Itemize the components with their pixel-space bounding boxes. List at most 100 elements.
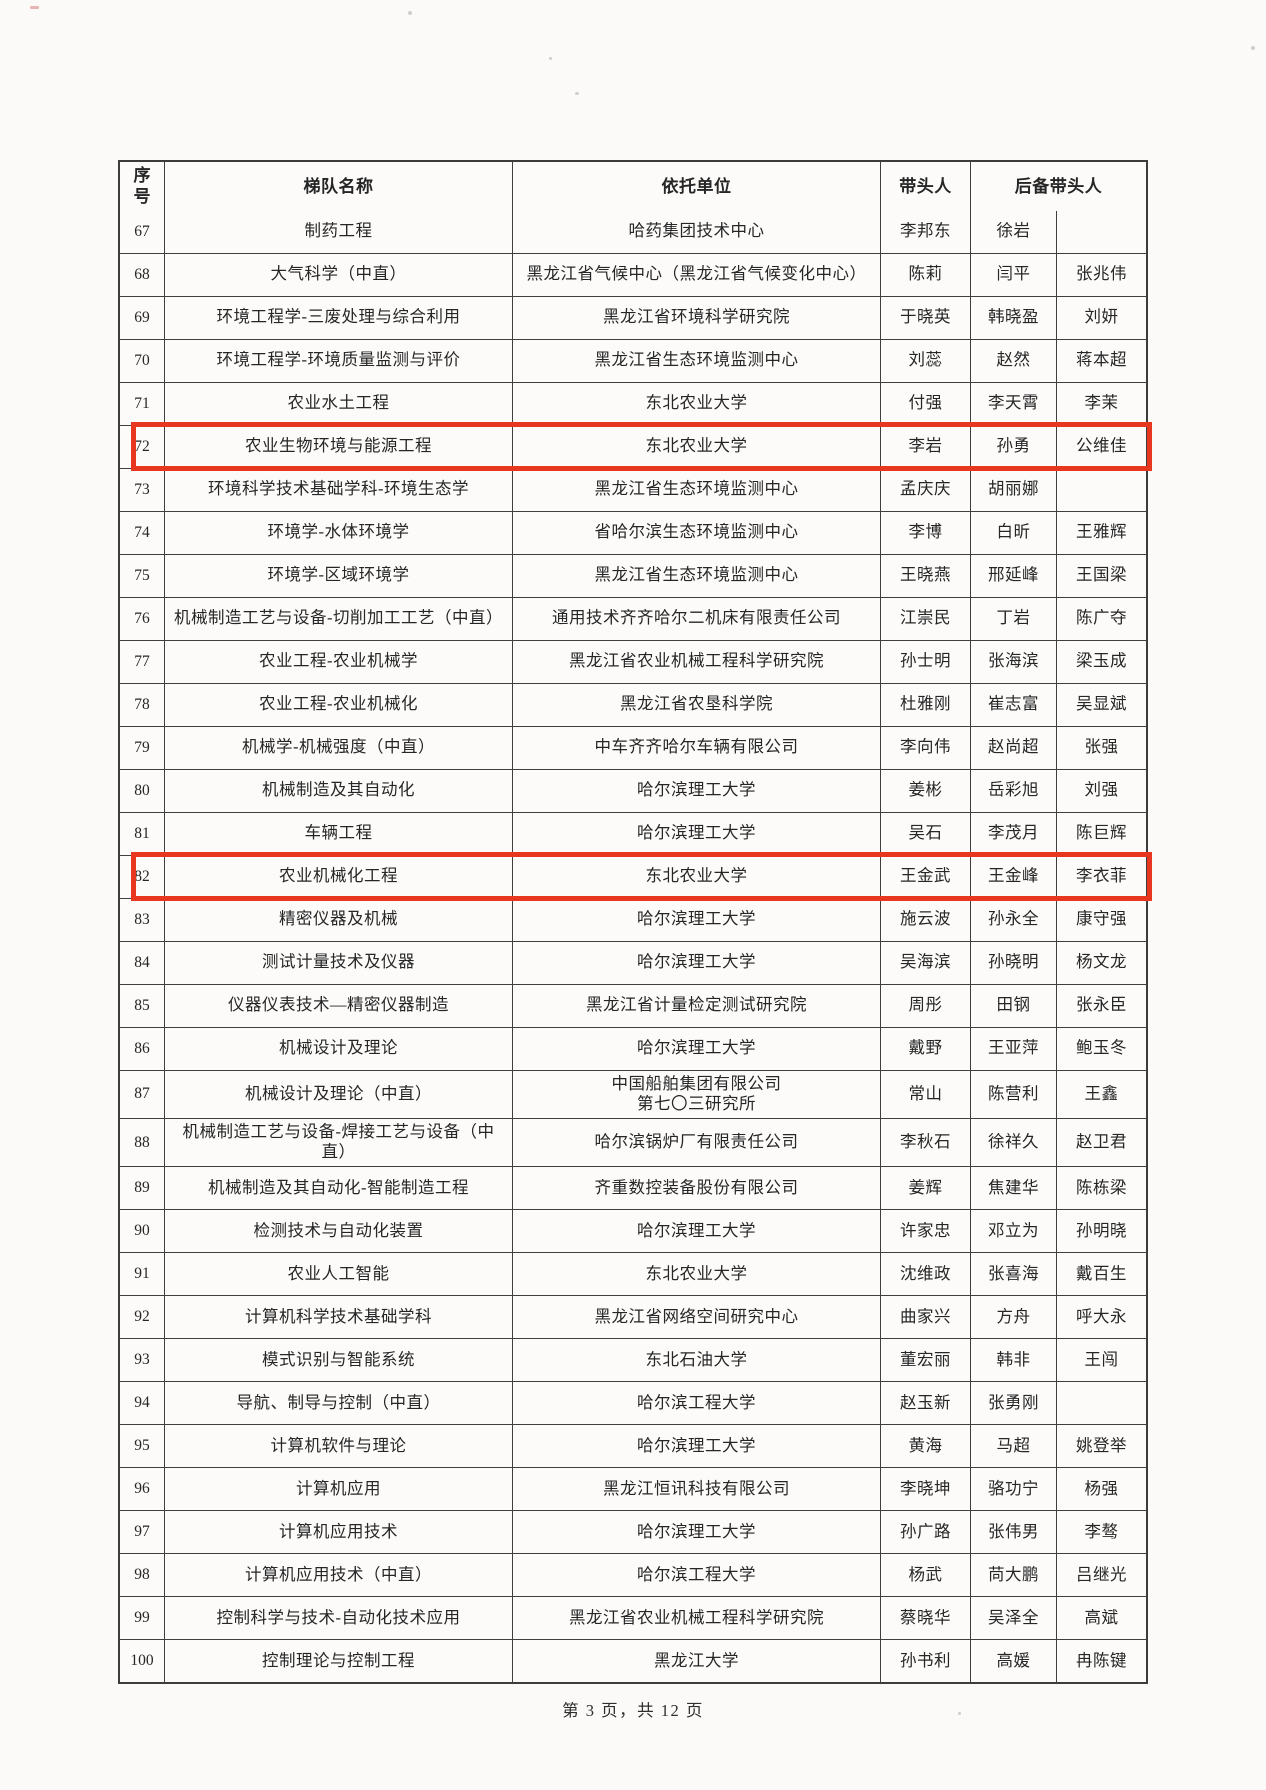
row-serial-number: 77: [134, 652, 150, 670]
backup-leader-1: 方舟: [970, 1296, 1056, 1338]
row-serial-number: 76: [134, 609, 150, 627]
backup-leader-2: 鲍玉冬: [1056, 1027, 1146, 1070]
supporting-unit: 哈尔滨理工大学: [512, 1027, 880, 1070]
backup-leader-1: 孙晓明: [970, 941, 1056, 984]
leader-name: 孟庆庆: [880, 468, 970, 511]
table-row: 79 机械学-机械强度（中直） 中车齐齐哈尔车辆有限公司 李向伟 赵尚超 张强: [120, 725, 1146, 769]
row-serial-number: 86: [134, 1039, 150, 1057]
table-row: 75 环境学-区域环境学 黑龙江省生态环境监测中心 王晓燕 邢延峰 王国梁: [120, 553, 1146, 597]
backup-leader-1: 徐岩: [970, 210, 1056, 253]
echelon-name: 机械设计及理论（中直）: [164, 1070, 512, 1118]
leader-name: 江崇民: [880, 597, 970, 640]
backup-leader-1: 邓立为: [970, 1210, 1056, 1252]
backup-leader-1: 高媛: [970, 1640, 1056, 1682]
row-serial-number: 87: [134, 1085, 150, 1103]
row-serial-number: 89: [134, 1179, 150, 1197]
table-row: 91 农业人工智能 东北农业大学 沈维政 张喜海 戴百生: [120, 1252, 1146, 1295]
table-header-row: 序号 梯队名称 依托单位 带头人 后备带头人: [120, 162, 1146, 211]
scan-speck: [575, 92, 579, 95]
leader-name: 黄海: [880, 1425, 970, 1467]
supporting-unit: 黑龙江省农垦科学院: [512, 683, 880, 726]
supporting-unit: 哈尔滨理工大学: [512, 941, 880, 984]
table-row: 84 测试计量技术及仪器 哈尔滨理工大学 吴海滨 孙晓明 杨文龙: [120, 940, 1146, 984]
table-row: 90 检测技术与自动化装置 哈尔滨理工大学 许家忠 邓立为 孙明晓: [120, 1209, 1146, 1252]
echelon-name: 车辆工程: [164, 812, 512, 855]
backup-leader-2: 蒋本超: [1056, 339, 1146, 382]
table-row: 95 计算机软件与理论 哈尔滨理工大学 黄海 马超 姚登举: [120, 1424, 1146, 1467]
echelon-name: 机械设计及理论: [164, 1027, 512, 1070]
backup-leader-1: 韩晓盈: [970, 296, 1056, 339]
leader-name: 于晓英: [880, 296, 970, 339]
row-serial-number: 74: [134, 523, 150, 541]
backup-leader-1: 李茂月: [970, 812, 1056, 855]
backup-leader-2: 李骜: [1056, 1511, 1146, 1553]
row-serial-number: 93: [134, 1351, 150, 1369]
leader-name: 施云波: [880, 898, 970, 941]
leader-name: 沈维政: [880, 1253, 970, 1295]
backup-leader-1: 王亚萍: [970, 1027, 1056, 1070]
table-row: 81 车辆工程 哈尔滨理工大学 吴石 李茂月 陈巨辉: [120, 811, 1146, 855]
backup-leader-1: 孙永全: [970, 898, 1056, 941]
backup-leader-2: 张永臣: [1056, 984, 1146, 1027]
leader-name: 蔡晓华: [880, 1597, 970, 1639]
backup-leader-1: 张勇刚: [970, 1382, 1056, 1424]
backup-leader-2: 陈广夺: [1056, 597, 1146, 640]
echelon-name: 环境学-水体环境学: [164, 511, 512, 554]
row-serial-number: 81: [134, 824, 150, 842]
table-row: 96 计算机应用 黑龙江恒讯科技有限公司 李晓坤 骆功宁 杨强: [120, 1467, 1146, 1510]
leader-name: 陈莉: [880, 253, 970, 296]
echelon-name: 制药工程: [164, 210, 512, 253]
echelon-name: 农业生物环境与能源工程: [164, 425, 512, 468]
leader-name: 董宏丽: [880, 1339, 970, 1381]
supporting-unit: 黑龙江省生态环境监测中心: [512, 554, 880, 597]
row-serial-number: 95: [134, 1437, 150, 1455]
leader-name: 李晓坤: [880, 1468, 970, 1510]
backup-leader-1: 田钢: [970, 984, 1056, 1027]
backup-leader-2: [1056, 210, 1146, 253]
leader-name: 曲家兴: [880, 1296, 970, 1338]
row-serial-number: 92: [134, 1308, 150, 1326]
backup-leader-2: 李衣菲: [1056, 855, 1146, 898]
backup-leader-2: 赵卫君: [1056, 1118, 1146, 1166]
backup-leader-1: 岳彩旭: [970, 769, 1056, 812]
echelon-name: 计算机应用技术: [164, 1511, 512, 1553]
row-serial-number: 90: [134, 1222, 150, 1240]
backup-leader-1: 闫平: [970, 253, 1056, 296]
backup-leader-1: 陈营利: [970, 1070, 1056, 1118]
backup-leader-1: 张海滨: [970, 640, 1056, 683]
echelon-name: 检测技术与自动化装置: [164, 1210, 512, 1252]
table-row: 82 农业机械化工程 东北农业大学 王金武 王金峰 李衣菲: [120, 851, 1152, 901]
supporting-unit: 东北石油大学: [512, 1339, 880, 1381]
backup-leader-2: 陈栋梁: [1056, 1167, 1146, 1209]
table-row: 76 机械制造工艺与设备-切削加工工艺（中直） 通用技术齐齐哈尔二机床有限责任公…: [120, 596, 1146, 640]
backup-leader-1: 徐祥久: [970, 1118, 1056, 1166]
supporting-unit: 中车齐齐哈尔车辆有限公司: [512, 726, 880, 769]
table-row: 87 机械设计及理论（中直） 中国船舶集团有限公司 第七〇三研究所 常山 陈营利…: [120, 1069, 1146, 1118]
header-leader: 带头人: [880, 162, 970, 211]
backup-leader-1: 王金峰: [970, 855, 1056, 898]
row-serial-number: 100: [130, 1652, 154, 1670]
row-serial-number: 80: [134, 781, 150, 799]
leader-name: 赵玉新: [880, 1382, 970, 1424]
table-row: 80 机械制造及其自动化 哈尔滨理工大学 姜彬 岳彩旭 刘强: [120, 768, 1146, 812]
row-serial-number: 75: [134, 566, 150, 584]
echelon-name: 环境工程学-三废处理与综合利用: [164, 296, 512, 339]
backup-leader-2: 王雅辉: [1056, 511, 1146, 554]
echelon-name: 环境学-区域环境学: [164, 554, 512, 597]
supporting-unit: 黑龙江省网络空间研究中心: [512, 1296, 880, 1338]
row-serial-number: 84: [134, 953, 150, 971]
backup-leader-1: 赵尚超: [970, 726, 1056, 769]
backup-leader-2: 戴百生: [1056, 1253, 1146, 1295]
leader-name: 杜雅刚: [880, 683, 970, 726]
scan-speck: [1251, 46, 1255, 50]
scan-speck: [408, 11, 412, 15]
leader-name: 戴野: [880, 1027, 970, 1070]
supporting-unit: 东北农业大学: [512, 1253, 880, 1295]
table-row: 85 仪器仪表技术—精密仪器制造 黑龙江省计量检定测试研究院 周彤 田钢 张永臣: [120, 983, 1146, 1027]
echelon-name: 模式识别与智能系统: [164, 1339, 512, 1381]
leader-name: 李秋石: [880, 1118, 970, 1166]
supporting-unit: 黑龙江恒讯科技有限公司: [512, 1468, 880, 1510]
backup-leader-1: 邢延峰: [970, 554, 1056, 597]
echelon-name: 精密仪器及机械: [164, 898, 512, 941]
